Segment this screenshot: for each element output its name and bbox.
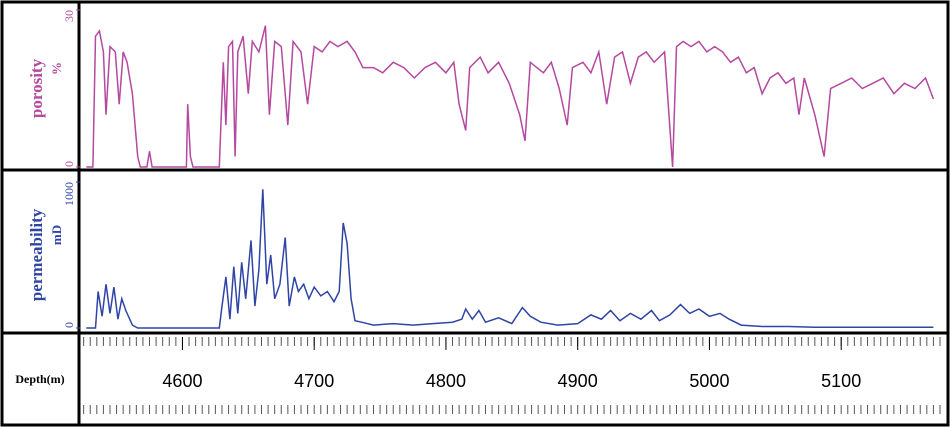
depth-label: Depth(m) — [15, 372, 64, 386]
y-tick-label: 1000 — [62, 182, 76, 206]
data-line — [86, 189, 934, 329]
y-axis-unit: % — [49, 62, 64, 75]
x-tick-label: 5000 — [689, 371, 729, 391]
x-tick-label: 4800 — [426, 371, 466, 391]
data-line — [86, 25, 935, 168]
y-tick-label: 0 — [62, 161, 76, 167]
x-tick-label: 5100 — [821, 371, 861, 391]
x-tick-label: 4900 — [558, 371, 598, 391]
y-axis-label: porosity — [27, 58, 46, 118]
y-axis-label: permeability — [27, 208, 46, 301]
y-tick-label: 30 — [62, 10, 76, 22]
x-tick-label: 4700 — [294, 371, 334, 391]
y-tick-label: 0 — [62, 322, 76, 328]
x-tick-label: 4600 — [162, 371, 202, 391]
y-axis-unit: mD — [49, 225, 64, 245]
